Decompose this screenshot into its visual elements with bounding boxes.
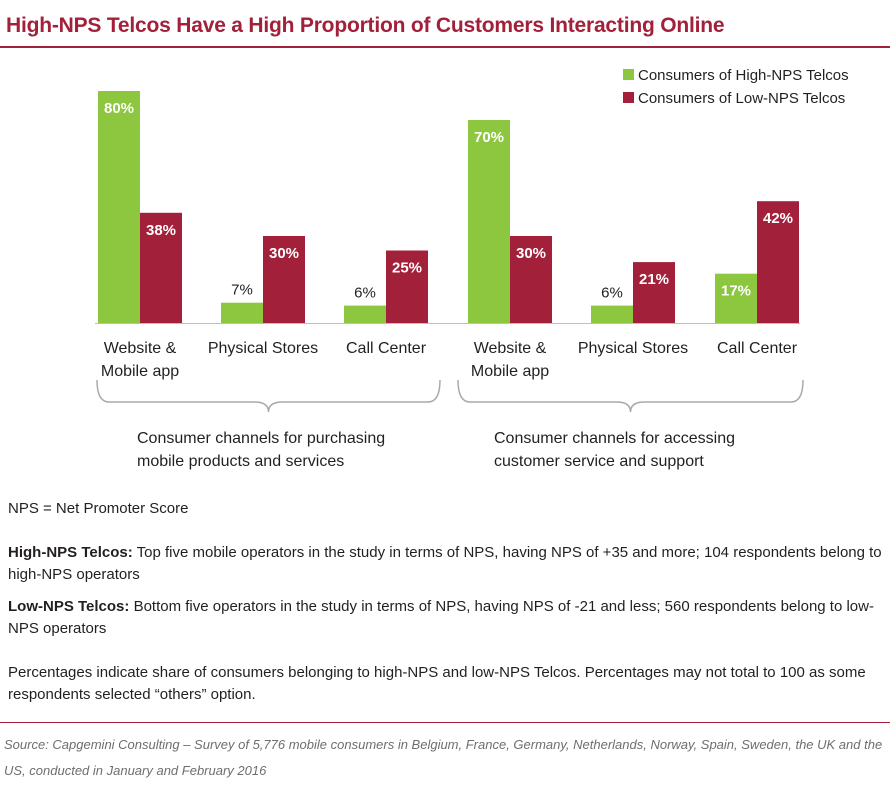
legend-label: Consumers of Low-NPS Telcos [638, 90, 845, 107]
bar-high-nps [221, 302, 263, 323]
group-label: mobile products and services [137, 453, 344, 470]
bar-low-nps [263, 236, 305, 323]
high-nps-note: High-NPS Telcos: Top five mobile operato… [8, 542, 884, 586]
value-label-high: 70% [474, 129, 504, 146]
group-label: Consumer channels for accessing [494, 430, 735, 447]
value-label-low: 38% [146, 222, 176, 239]
nps-definition: NPS = Net Promoter Score [8, 500, 189, 517]
title-divider [0, 46, 890, 48]
category-label: Mobile app [101, 363, 179, 380]
high-nps-note-text: Top five mobile operators in the study i… [8, 544, 882, 583]
bar-chart: 80% 38% Website & Mobile app 7% 30% Physical S… [95, 67, 849, 470]
value-label-high: 7% [231, 282, 253, 299]
category-label: Mobile app [471, 363, 549, 380]
category-label: Physical Stores [208, 340, 318, 357]
value-label-high: 17% [721, 283, 751, 300]
low-nps-note-label: Low-NPS Telcos: [8, 598, 130, 615]
legend-swatch [623, 92, 634, 103]
low-nps-note-text: Bottom five operators in the study in te… [8, 598, 874, 637]
source-divider [0, 722, 890, 723]
source-note: Source: Capgemini Consulting – Survey of… [4, 737, 883, 778]
value-label-high: 6% [601, 285, 623, 302]
category-label: Physical Stores [578, 340, 688, 357]
high-nps-note-label: High-NPS Telcos: [8, 544, 133, 561]
bar-high-nps [98, 91, 140, 323]
bar-high-nps [715, 273, 757, 323]
bar-low-nps [757, 201, 799, 323]
bar-high-nps [468, 120, 510, 323]
value-label-high: 80% [104, 100, 134, 117]
group-brace-service [457, 379, 804, 413]
category-label: Website & [104, 340, 177, 357]
bar-high-nps [344, 305, 386, 323]
bar-low-nps [510, 236, 552, 323]
value-label-low: 30% [269, 245, 299, 262]
bar-low-nps [633, 262, 675, 323]
category-label: Website & [474, 340, 547, 357]
chart-title: High-NPS Telcos Have a High Proportion o… [6, 14, 725, 37]
value-label-low: 21% [639, 271, 669, 288]
category-label: Call Center [346, 340, 427, 357]
low-nps-note: Low-NPS Telcos: Bottom five operators in… [8, 596, 884, 640]
bar-low-nps [386, 250, 428, 323]
legend-label: Consumers of High-NPS Telcos [638, 67, 849, 84]
percentage-note: Percentages indicate share of consumers … [8, 664, 866, 703]
group-brace-purchasing [96, 379, 441, 413]
value-label-low: 30% [516, 245, 546, 262]
value-label-high: 6% [354, 285, 376, 302]
value-label-low: 42% [763, 210, 793, 227]
value-label-low: 25% [392, 260, 422, 277]
group-label: customer service and support [494, 453, 704, 470]
bar-low-nps [140, 212, 182, 323]
bar-high-nps [591, 305, 633, 323]
legend-swatch [623, 69, 634, 80]
category-label: Call Center [717, 340, 798, 357]
group-label: Consumer channels for purchasing [137, 430, 385, 447]
